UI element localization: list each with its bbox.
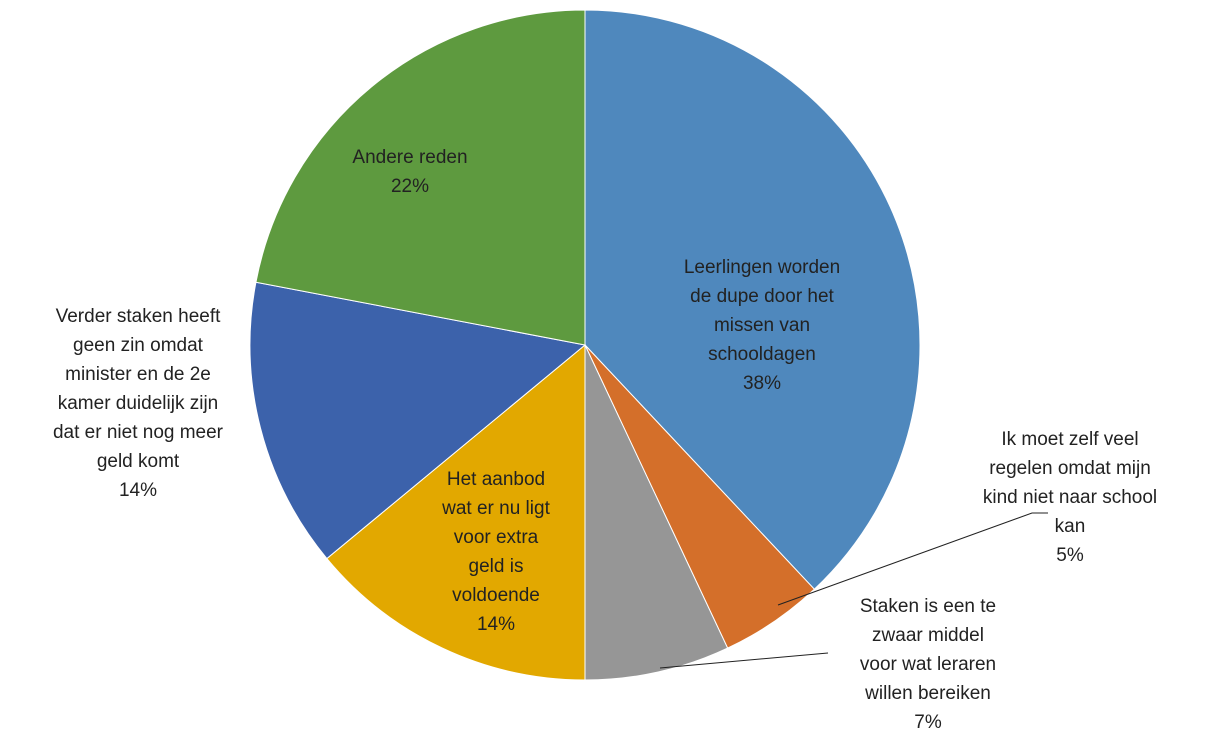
pie-slice [249, 281, 587, 560]
slice-label: schooldagen [708, 344, 816, 365]
slice-label: voldoende [452, 585, 540, 606]
slice-label: Ik moet zelf veel [1001, 429, 1138, 450]
leader-line [659, 652, 829, 669]
slice-label: kan [1055, 516, 1086, 537]
slice-label: Staken is een te [860, 596, 996, 617]
slice-label: minister en de 2e [65, 364, 211, 385]
slice-label: voor wat leraren [860, 654, 996, 675]
slice-value-label: 22% [391, 176, 429, 197]
slice-label: geen zin omdat [73, 335, 204, 356]
slice-label: de dupe door het [690, 286, 834, 307]
slice-label: missen van [714, 315, 810, 336]
slice-label: Leerlingen worden [684, 257, 840, 278]
pie-slice [584, 9, 921, 590]
slice-value-label: 14% [119, 480, 157, 501]
slice-label: Het aanbod [447, 469, 545, 490]
slice-value-label: 7% [914, 712, 942, 733]
slice-label: kamer duidelijk zijn [58, 393, 219, 414]
pie-slice [326, 343, 586, 681]
slice-value-label: 14% [477, 614, 515, 635]
slice-label: willen bereiken [864, 683, 991, 704]
slice-value-label: 38% [743, 373, 781, 394]
slice-label: kind niet naar school [983, 487, 1157, 508]
slice-label: wat er nu ligt [441, 498, 550, 519]
slice-label: dat er niet nog meer [53, 422, 224, 443]
slice-value-label: 5% [1056, 545, 1084, 566]
pie-slice [584, 344, 729, 681]
slice-label: regelen omdat mijn [989, 458, 1151, 479]
slice-label: Andere reden [352, 147, 467, 168]
slice-label: Verder staken heeft [56, 306, 221, 327]
slice-label: zwaar middel [872, 625, 984, 646]
pie-slice [255, 9, 586, 346]
slice-label: voor extra [454, 527, 539, 548]
leader-line [777, 512, 1048, 606]
slice-label: geld komt [97, 451, 180, 472]
slice-label: geld is [469, 556, 524, 577]
